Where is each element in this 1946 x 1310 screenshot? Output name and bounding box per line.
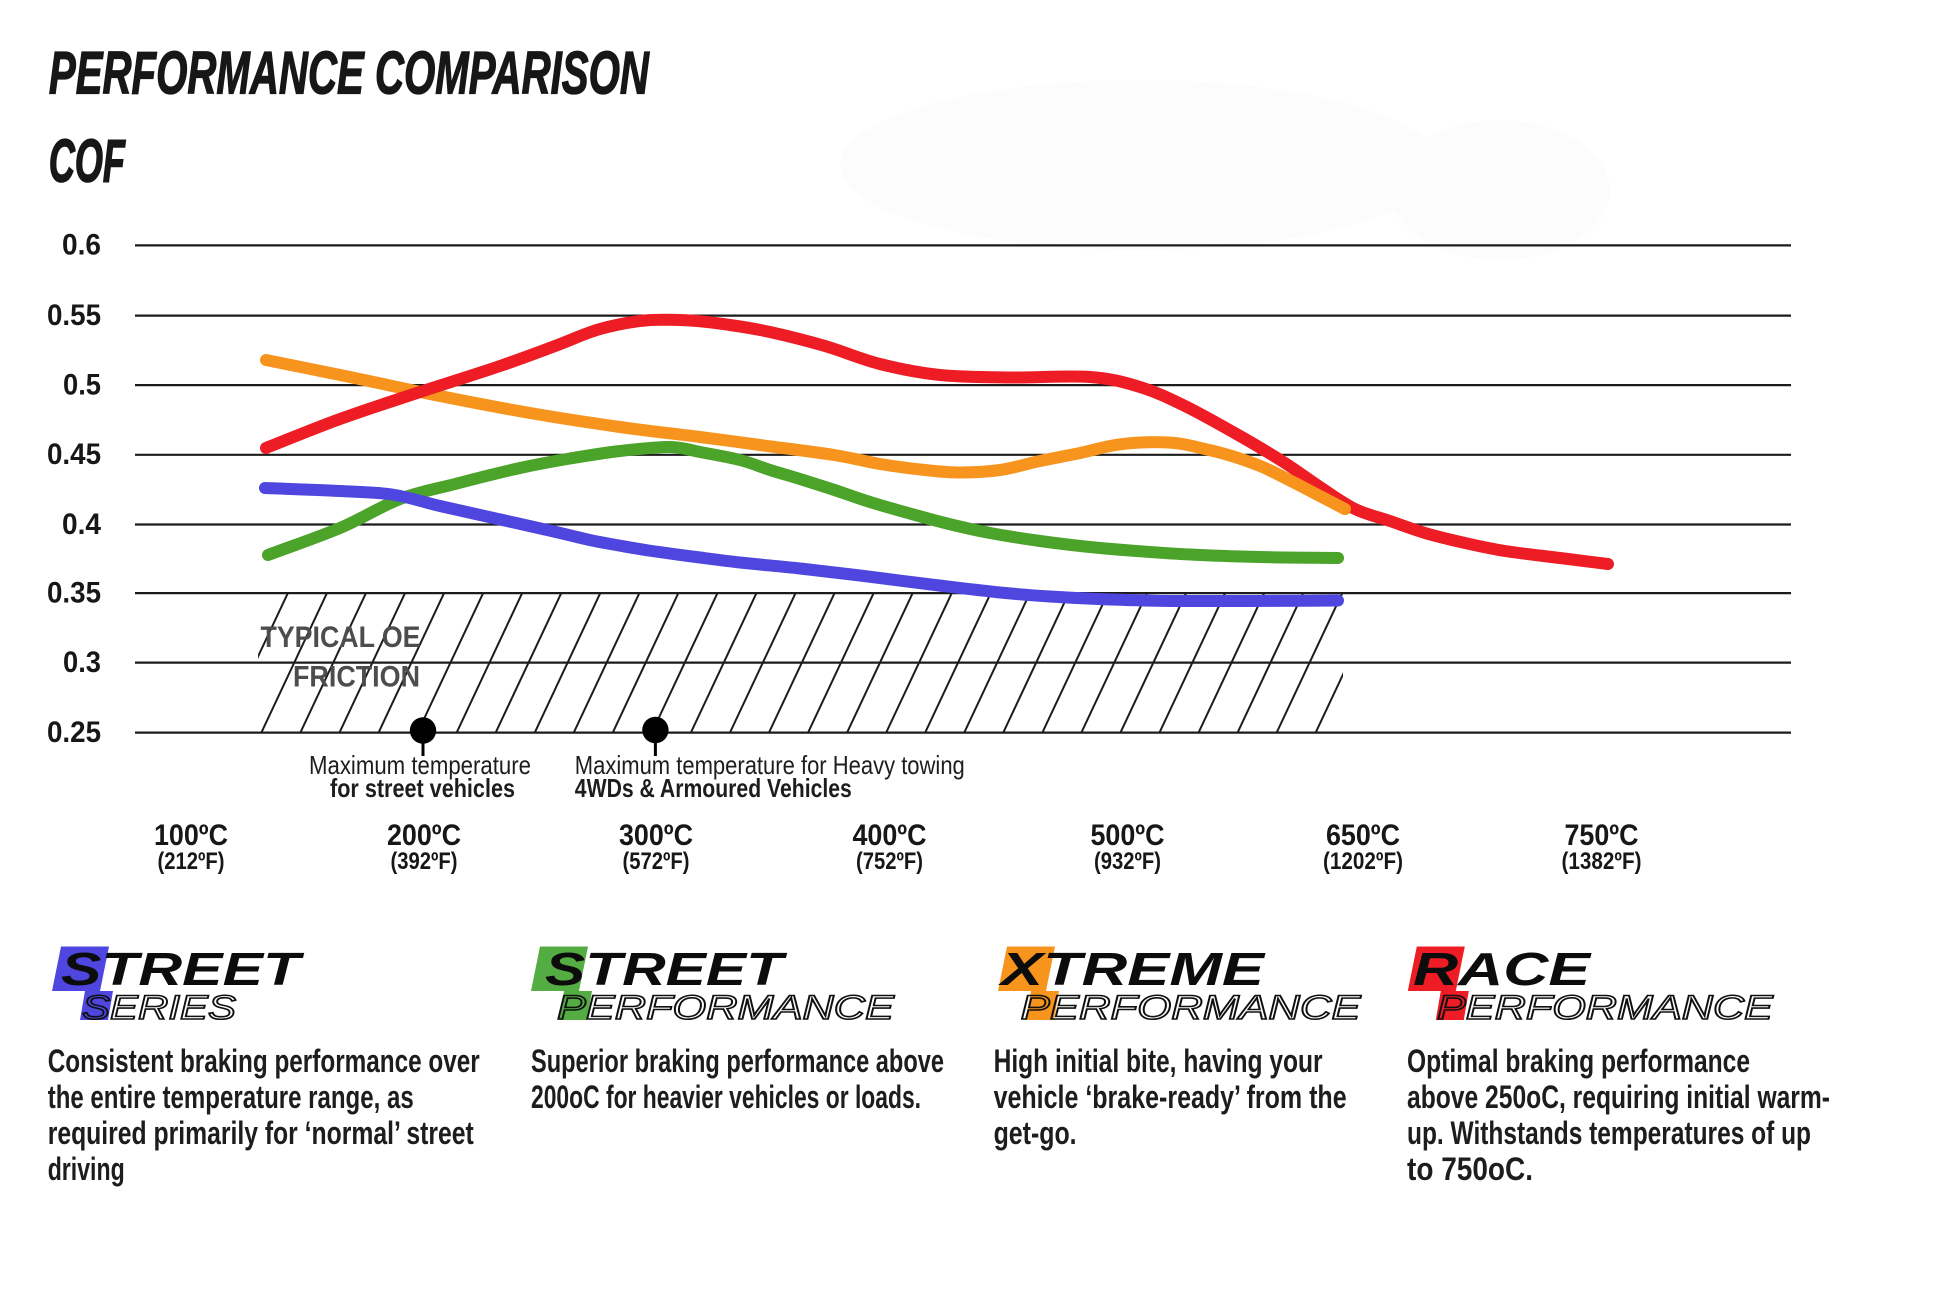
- svg-text:0.4: 0.4: [62, 508, 101, 541]
- svg-text:PERFORMANCE: PERFORMANCE: [1437, 989, 1773, 1027]
- svg-text:400ºC: 400ºC: [853, 819, 927, 852]
- svg-text:COF: COF: [49, 128, 126, 195]
- svg-text:(392ºF): (392ºF): [391, 848, 458, 875]
- svg-text:get-go.: get-go.: [994, 1115, 1077, 1151]
- svg-text:Superior braking performance a: Superior braking performance above: [531, 1043, 944, 1079]
- svg-text:(752ºF): (752ºF): [856, 848, 923, 875]
- svg-text:(1382ºF): (1382ºF): [1562, 848, 1642, 875]
- svg-text:XTREME: XTREME: [997, 943, 1266, 995]
- svg-text:750ºC: 750ºC: [1565, 819, 1639, 852]
- svg-text:0.55: 0.55: [47, 299, 101, 332]
- svg-text:driving: driving: [48, 1151, 125, 1187]
- svg-text:0.45: 0.45: [47, 438, 101, 471]
- svg-text:PERFORMANCE: PERFORMANCE: [1021, 989, 1361, 1027]
- svg-text:0.6: 0.6: [62, 229, 101, 262]
- svg-text:RACE: RACE: [1413, 943, 1592, 995]
- svg-text:PERFORMANCE: PERFORMANCE: [557, 989, 894, 1027]
- svg-text:for street vehicles: for street vehicles: [330, 773, 515, 803]
- svg-text:0.35: 0.35: [47, 576, 101, 609]
- svg-text:STREET: STREET: [545, 943, 788, 995]
- svg-text:200ºC: 200ºC: [387, 819, 461, 852]
- svg-text:4WDs & Armoured Vehicles: 4WDs & Armoured Vehicles: [575, 773, 852, 803]
- svg-text:STREET: STREET: [61, 943, 305, 995]
- svg-text:vehicle ‘brake-ready’ from the: vehicle ‘brake-ready’ from the: [994, 1079, 1347, 1115]
- svg-text:(1202ºF): (1202ºF): [1323, 848, 1403, 875]
- svg-text:(212ºF): (212ºF): [158, 848, 225, 875]
- svg-text:0.25: 0.25: [47, 716, 101, 749]
- svg-text:the entire temperature range,: the entire temperature range, as: [48, 1079, 414, 1115]
- svg-text:0.5: 0.5: [63, 368, 101, 401]
- svg-text:to 750oC.: to 750oC.: [1407, 1151, 1533, 1187]
- svg-text:Consistent braking performance: Consistent braking performance over: [48, 1043, 480, 1079]
- svg-text:PERFORMANCE COMPARISON: PERFORMANCE COMPARISON: [49, 40, 650, 107]
- svg-text:(572ºF): (572ºF): [623, 848, 690, 875]
- svg-text:0.3: 0.3: [63, 646, 101, 679]
- svg-text:100ºC: 100ºC: [154, 819, 228, 852]
- svg-text:500ºC: 500ºC: [1091, 819, 1165, 852]
- svg-text:High initial bite, having your: High initial bite, having your: [994, 1043, 1323, 1079]
- svg-text:200oC for heavier vehicles or: 200oC for heavier vehicles or loads.: [531, 1079, 921, 1115]
- svg-text:650ºC: 650ºC: [1326, 819, 1400, 852]
- svg-text:above 250oC, requiring initial: above 250oC, requiring initial warm-: [1407, 1079, 1830, 1115]
- svg-text:up. Withstands temperatures of: up. Withstands temperatures of up: [1407, 1115, 1811, 1151]
- svg-text:FRICTION: FRICTION: [293, 661, 420, 694]
- svg-text:300ºC: 300ºC: [619, 819, 693, 852]
- svg-text:Maximum temperature for Heavy: Maximum temperature for Heavy towing: [575, 750, 965, 780]
- svg-text:Optimal braking performance: Optimal braking performance: [1407, 1043, 1750, 1079]
- svg-text:Maximum temperature: Maximum temperature: [309, 750, 531, 780]
- svg-text:required primarily for ‘normal: required primarily for ‘normal’ street: [48, 1115, 474, 1151]
- svg-text:(932ºF): (932ºF): [1094, 848, 1161, 875]
- svg-text:TYPICAL OE: TYPICAL OE: [261, 621, 421, 654]
- svg-text:SERIES: SERIES: [82, 989, 236, 1027]
